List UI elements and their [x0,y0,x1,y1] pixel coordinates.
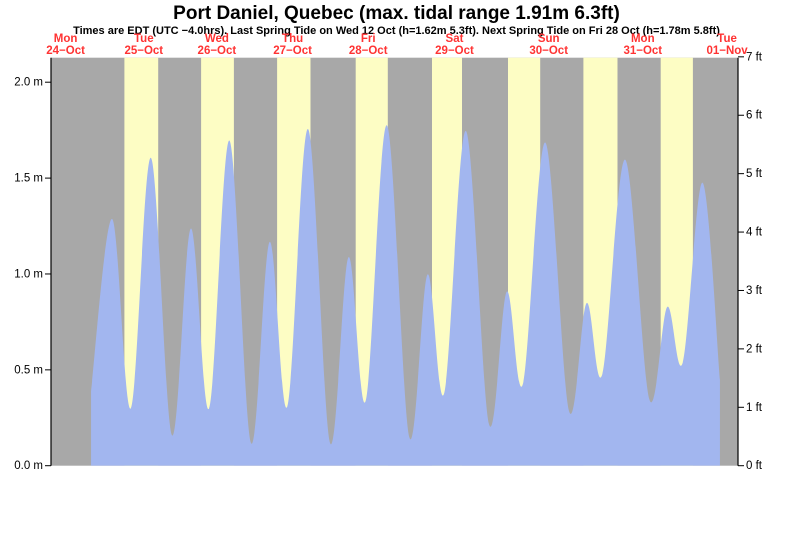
svg-text:7 ft: 7 ft [746,51,763,63]
svg-text:0.0 m: 0.0 m [14,460,43,472]
svg-text:1.5 m: 1.5 m [14,173,43,185]
svg-text:2 ft: 2 ft [746,343,763,355]
svg-text:5 ft: 5 ft [746,168,763,180]
svg-text:2.0 m: 2.0 m [14,77,43,89]
svg-text:4 ft: 4 ft [746,227,763,239]
svg-text:1 ft: 1 ft [746,402,763,414]
svg-text:1.0 m: 1.0 m [14,268,43,280]
svg-text:0 ft: 0 ft [746,460,763,472]
svg-text:3 ft: 3 ft [746,285,763,297]
svg-text:0.5 m: 0.5 m [14,364,43,376]
svg-text:6 ft: 6 ft [746,110,763,122]
